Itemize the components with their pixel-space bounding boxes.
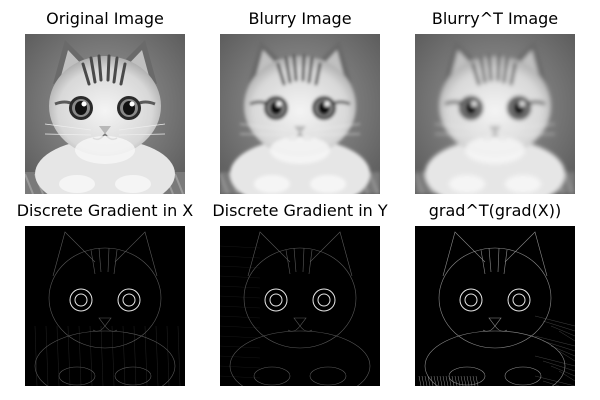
- panel-title: Discrete Gradient in X: [16, 201, 194, 220]
- panel-title: Discrete Gradient in Y: [212, 201, 388, 220]
- gradient-x-image: [25, 226, 185, 386]
- panel-title: Original Image: [46, 9, 164, 28]
- blurry-cat-image: [220, 34, 380, 194]
- original-cat-image: [25, 34, 185, 194]
- panel-title: Blurry^T Image: [431, 9, 559, 28]
- panel-title: grad^T(grad(X)): [428, 201, 562, 220]
- blurry-transpose-cat-image: [415, 34, 575, 194]
- gradient-y-image: [220, 226, 380, 386]
- panel-title: Blurry Image: [248, 9, 352, 28]
- gradient-transpose-image: [415, 226, 575, 386]
